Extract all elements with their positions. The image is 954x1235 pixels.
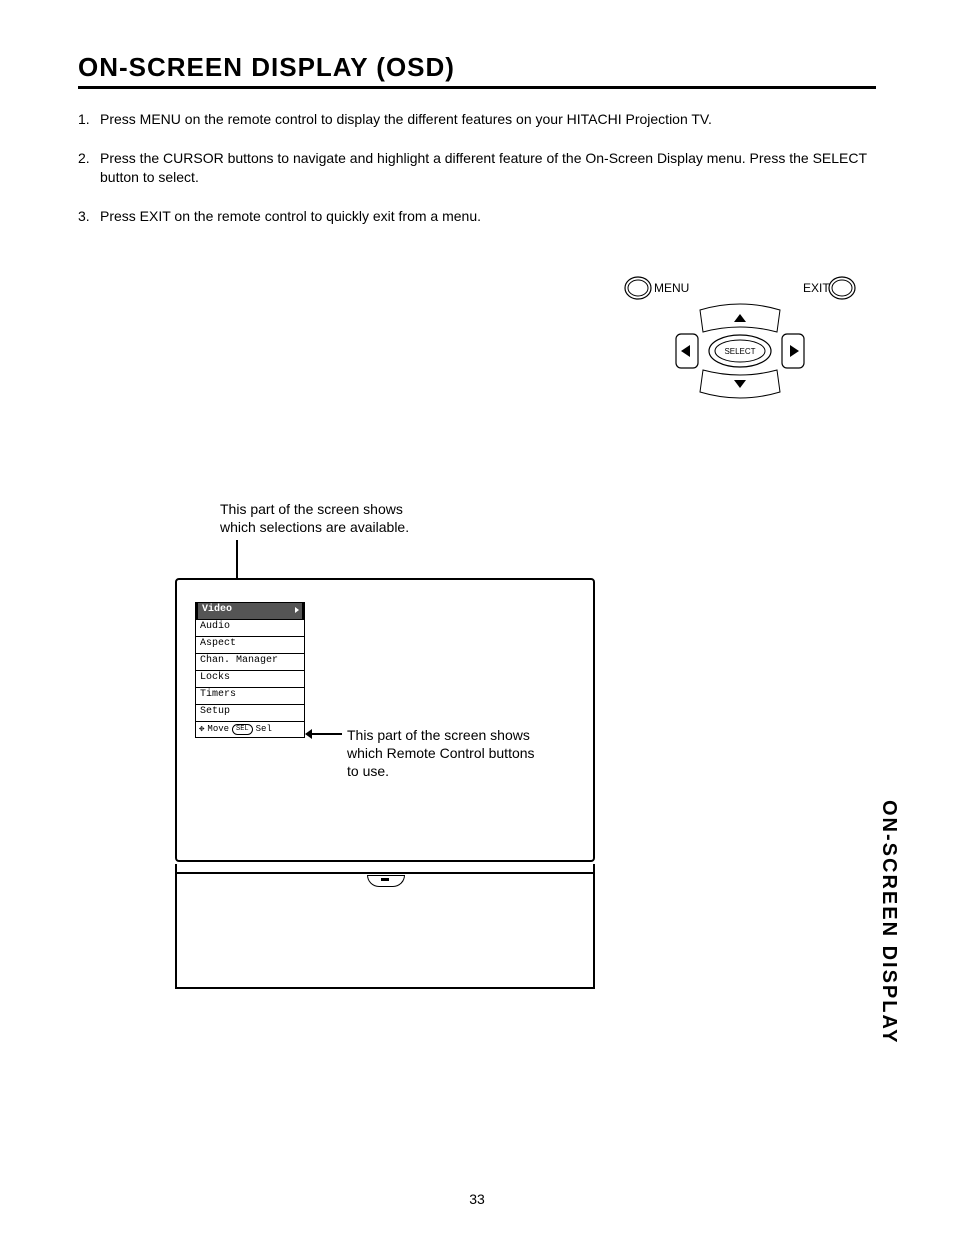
osd-menu-footer: ✥ Move SEL Sel xyxy=(195,722,305,738)
annotation-top-line2: which selections are available. xyxy=(220,519,409,535)
tv-base xyxy=(175,892,595,989)
page-title: ON-SCREEN DISPLAY (OSD) xyxy=(78,52,455,83)
menu-button-inner xyxy=(628,280,648,296)
instruction-number: 2. xyxy=(78,149,100,187)
osd-menu-item-timers: Timers xyxy=(195,688,305,705)
instruction-text: Press EXIT on the remote control to quic… xyxy=(100,207,878,226)
annotation-top: This part of the screen shows which sele… xyxy=(220,500,409,536)
exit-button-inner xyxy=(832,280,852,296)
annotation-right-line1: This part of the screen shows xyxy=(347,727,530,743)
instruction-item: 3. Press EXIT on the remote control to q… xyxy=(78,207,878,226)
osd-menu-item-chan-manager: Chan. Manager xyxy=(195,654,305,671)
osd-menu-item-locks: Locks xyxy=(195,671,305,688)
instruction-number: 3. xyxy=(78,207,100,226)
annotation-right-line3: to use. xyxy=(347,763,389,779)
footer-move-label: Move xyxy=(207,723,229,736)
osd-menu-item-video: Video xyxy=(195,602,305,620)
footer-sel-label: Sel xyxy=(256,723,272,736)
instruction-list: 1. Press MENU on the remote control to d… xyxy=(78,110,878,246)
title-underline xyxy=(78,86,876,89)
instruction-text: Press the CURSOR buttons to navigate and… xyxy=(100,149,878,187)
instruction-item: 1. Press MENU on the remote control to d… xyxy=(78,110,878,129)
osd-menu-item-audio: Audio xyxy=(195,620,305,637)
page-number: 33 xyxy=(0,1191,954,1207)
side-tab-label: ON-SCREEN DISPLAY xyxy=(877,800,900,1044)
annotation-right: This part of the screen shows which Remo… xyxy=(347,726,567,781)
osd-menu-item-setup: Setup xyxy=(195,705,305,722)
move-arrows-icon: ✥ xyxy=(199,725,204,734)
osd-menu: Video Audio Aspect Chan. Manager Locks T… xyxy=(195,602,305,738)
annotation-right-arrow-line xyxy=(307,733,342,735)
annotation-right-line2: which Remote Control buttons xyxy=(347,745,535,761)
instruction-text: Press MENU on the remote control to disp… xyxy=(100,110,878,129)
remote-diagram: MENU EXIT SELECT xyxy=(620,260,860,420)
instruction-number: 1. xyxy=(78,110,100,129)
tv-ir-sensor xyxy=(381,878,389,881)
annotation-right-arrow-head xyxy=(305,729,312,739)
tv-ir-window xyxy=(367,875,405,887)
footer-sel-pill: SEL xyxy=(232,724,253,735)
tv-screen: Video Audio Aspect Chan. Manager Locks T… xyxy=(175,578,595,862)
annotation-top-line1: This part of the screen shows xyxy=(220,501,403,517)
tv-gap xyxy=(175,864,595,872)
osd-menu-item-aspect: Aspect xyxy=(195,637,305,654)
select-label: SELECT xyxy=(724,347,755,356)
instruction-item: 2. Press the CURSOR buttons to navigate … xyxy=(78,149,878,187)
menu-label: MENU xyxy=(654,281,689,295)
exit-label: EXIT xyxy=(803,281,830,295)
tv-illustration: Video Audio Aspect Chan. Manager Locks T… xyxy=(175,578,595,993)
